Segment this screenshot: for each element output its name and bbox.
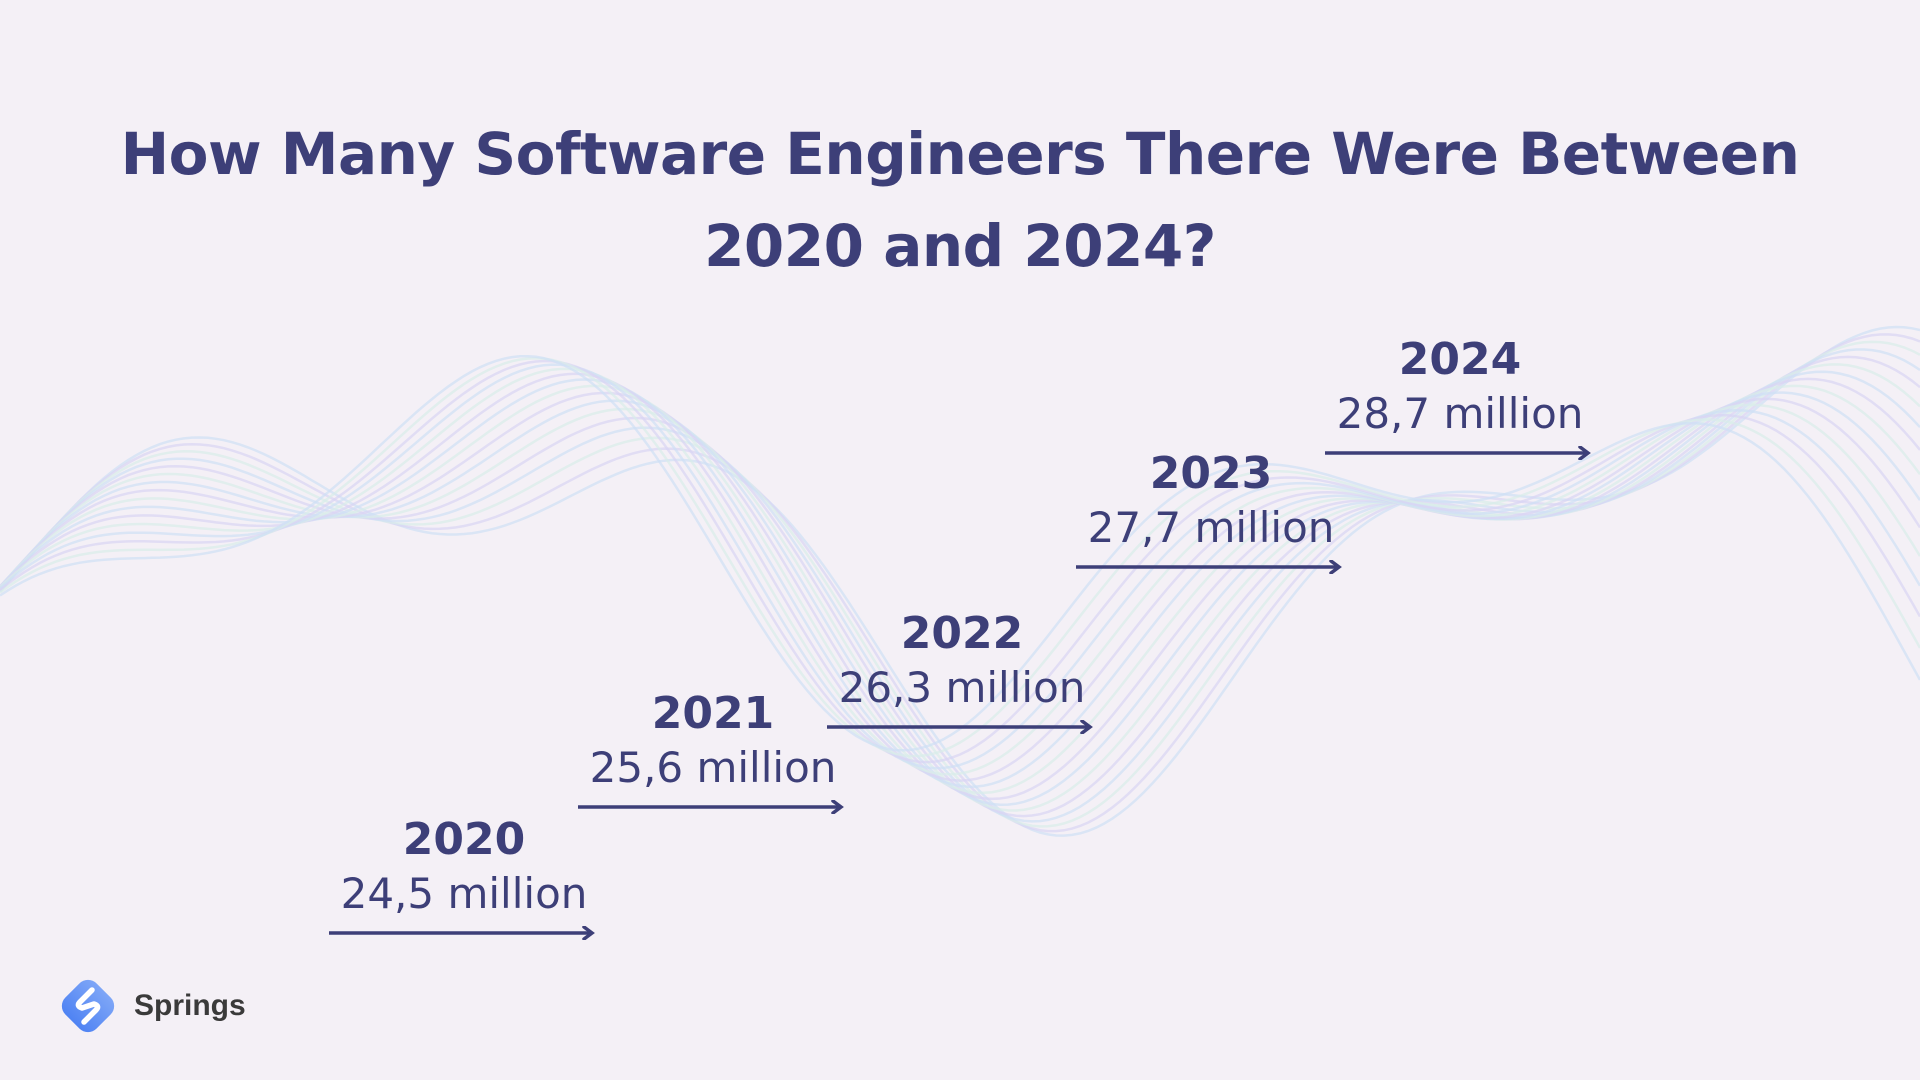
arrow-icon (827, 720, 1097, 735)
springs-logo-icon (61, 979, 115, 1033)
step-2022: 2022 26,3 million (827, 608, 1097, 735)
wave-line (0, 355, 1920, 818)
year-label: 2022 (900, 608, 1024, 660)
value-label: 25,6 million (589, 743, 837, 793)
title-line-1: How Many Software Engineers There Were B… (120, 120, 1800, 188)
brand-name: Springs (134, 989, 246, 1022)
value-label: 27,7 million (1087, 503, 1335, 553)
wave-line (0, 367, 1920, 776)
year-label: 2021 (651, 688, 775, 740)
step-2023: 2023 27,7 million (1076, 448, 1346, 575)
arrow-icon (1325, 446, 1595, 460)
arrow-icon (578, 800, 848, 815)
year-label: 2024 (1398, 334, 1522, 385)
wave-line (0, 363, 1920, 770)
year-label: 2020 (402, 814, 526, 865)
arrow-icon (1076, 560, 1346, 575)
value-label: 26,3 million (838, 663, 1086, 713)
title-line-2: 2020 and 2024? (704, 212, 1216, 280)
wave-line (0, 372, 1920, 782)
wave-line (0, 359, 1920, 764)
step-2021: 2021 25,6 million (578, 688, 848, 815)
step-2020: 2020 24,5 million (329, 814, 599, 940)
value-label: 24,5 million (340, 869, 588, 918)
wave-line (0, 348, 1920, 823)
brand-logo: Springs (54, 972, 246, 1040)
step-2024: 2024 28,7 million (1325, 334, 1595, 460)
wave-line (0, 333, 1920, 833)
page-title: How Many Software Engineers There Were B… (0, 108, 1920, 292)
arrow-icon (329, 926, 599, 940)
wave-line (0, 356, 1920, 758)
wave-line (0, 325, 1920, 837)
year-label: 2023 (1149, 448, 1273, 500)
value-label: 28,7 million (1336, 389, 1584, 438)
